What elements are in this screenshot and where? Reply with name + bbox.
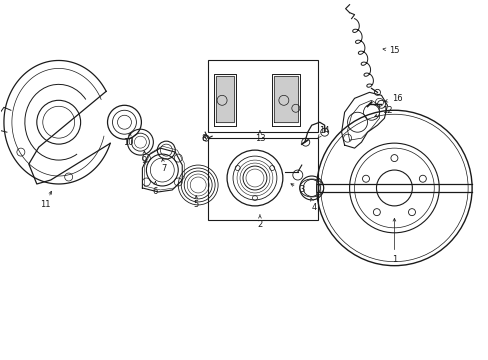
Text: 6: 6 (152, 181, 158, 197)
Text: 2: 2 (257, 215, 262, 229)
Text: 7: 7 (162, 159, 167, 172)
Text: 14: 14 (318, 126, 329, 138)
Polygon shape (216, 76, 234, 122)
Text: 13: 13 (254, 131, 264, 143)
Text: 8: 8 (201, 134, 206, 143)
Bar (208, 138, 317, 220)
Text: 3: 3 (290, 184, 304, 194)
Polygon shape (273, 76, 297, 122)
Text: 10: 10 (123, 133, 133, 147)
Text: 12: 12 (374, 106, 392, 117)
Text: 1: 1 (391, 219, 396, 264)
Text: 11: 11 (41, 191, 52, 210)
Text: 5: 5 (193, 196, 199, 210)
Text: 16: 16 (384, 94, 402, 103)
Text: 9: 9 (142, 151, 147, 165)
Bar (208, 60, 317, 132)
Text: 4: 4 (310, 198, 317, 212)
Text: 15: 15 (382, 46, 399, 55)
